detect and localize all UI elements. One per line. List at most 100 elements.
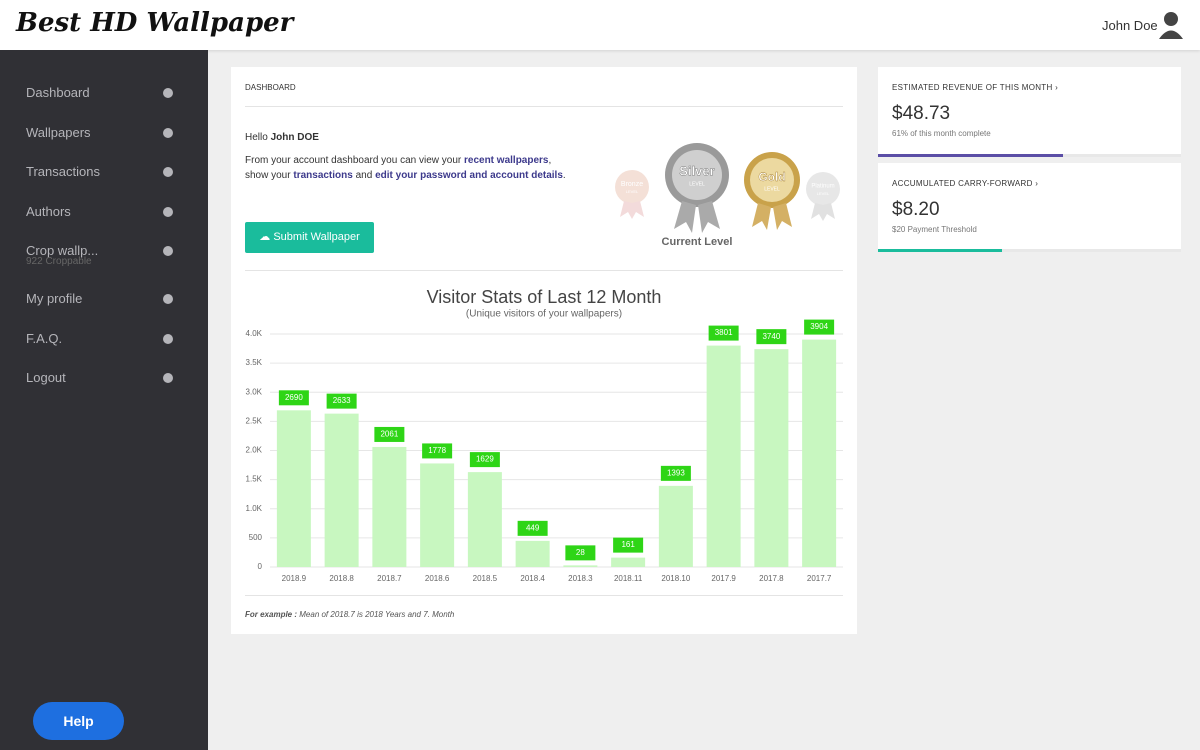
x-tick-label: 2018.7 bbox=[377, 574, 402, 583]
badge-sub: LEVEL bbox=[764, 186, 780, 192]
text: and bbox=[352, 170, 376, 181]
bar bbox=[611, 557, 646, 567]
link[interactable]: recent wallpapers bbox=[464, 155, 549, 166]
badge-name: Gold bbox=[758, 170, 785, 184]
badge-sub: LEVEL bbox=[817, 191, 830, 196]
text: From your account dashboard you can view… bbox=[245, 155, 464, 166]
bar bbox=[420, 463, 455, 567]
value-label-bg bbox=[326, 393, 357, 409]
value-label: 3801 bbox=[715, 328, 733, 337]
badge-name: Silver bbox=[679, 163, 714, 178]
divider bbox=[245, 595, 843, 596]
user-name: John DOE bbox=[270, 132, 319, 143]
x-tick-label: 2018.11 bbox=[614, 574, 643, 583]
card-value: $48.73 bbox=[892, 103, 951, 124]
nav-icon bbox=[163, 333, 173, 344]
progress-fill bbox=[878, 249, 1003, 252]
card-title[interactable]: ESTIMATED REVENUE OF THIS MONTH › bbox=[892, 83, 1059, 92]
x-tick-label: 2018.10 bbox=[661, 574, 690, 583]
value-label-bg bbox=[660, 465, 691, 481]
x-tick-label: 2018.3 bbox=[568, 574, 593, 583]
value-label-bg bbox=[469, 452, 500, 468]
greeting: Hello John DOE bbox=[245, 132, 319, 143]
user-name[interactable]: John Doe bbox=[1102, 18, 1158, 33]
y-tick-label: 3.0K bbox=[246, 387, 263, 396]
value-label: 2633 bbox=[333, 396, 351, 405]
submit-button[interactable]: ☁ Submit Wallpaper bbox=[245, 222, 374, 253]
help-label: Help bbox=[63, 713, 94, 729]
badge-name: Platinum bbox=[811, 184, 834, 190]
nav-icon bbox=[163, 127, 173, 138]
x-tick-label: 2018.6 bbox=[425, 574, 450, 583]
stat-card: ACCUMULATED CARRY-FORWARD › $8.20 $20 Paym… bbox=[878, 163, 1181, 252]
nav-item[interactable]: F.A.Q. bbox=[26, 330, 63, 346]
x-tick-label: 2017.7 bbox=[807, 574, 832, 583]
level-badges: Bronze LEVEL Silver LEVEL Current Level … bbox=[615, 143, 840, 248]
x-tick-label: 2017.9 bbox=[711, 574, 736, 583]
bar bbox=[467, 472, 502, 567]
value-label: 28 bbox=[576, 548, 585, 557]
value-label: 1629 bbox=[476, 455, 494, 464]
help-button[interactable]: Help bbox=[33, 702, 124, 740]
bar bbox=[754, 349, 789, 567]
value-label: 3904 bbox=[810, 322, 828, 331]
card-note: 61% of this month complete bbox=[892, 129, 991, 138]
bar bbox=[563, 565, 598, 567]
user-avatar[interactable] bbox=[1158, 10, 1184, 40]
bar bbox=[515, 540, 550, 567]
nav-icon bbox=[163, 206, 173, 217]
x-tick-label: 2018.8 bbox=[329, 574, 354, 583]
nav-item[interactable]: Transactions bbox=[26, 164, 100, 179]
badge-name: Bronze bbox=[621, 181, 643, 188]
value-label-bg bbox=[804, 319, 835, 335]
current-level: Current Level bbox=[662, 236, 733, 248]
x-tick-label: 2018.5 bbox=[473, 574, 498, 583]
value-label: 161 bbox=[621, 540, 635, 549]
nav-sublabel: 922 Croppable bbox=[26, 256, 92, 267]
progress-fill bbox=[878, 154, 1063, 157]
progress-track bbox=[878, 154, 1181, 157]
link[interactable]: edit your password and account details bbox=[375, 170, 563, 181]
value-label-bg bbox=[756, 329, 787, 345]
y-tick-label: 4.0K bbox=[246, 329, 263, 338]
nav-item[interactable]: Logout bbox=[26, 370, 66, 385]
nav-icon bbox=[163, 88, 173, 98]
y-tick-label: 3.5K bbox=[246, 358, 263, 367]
footnote: For example : Mean of 2018.7 is 2018 Yea… bbox=[245, 610, 454, 619]
divider bbox=[245, 270, 843, 271]
logo[interactable]: Best HD Wallpaper bbox=[16, 8, 294, 38]
text: , show your bbox=[245, 155, 552, 181]
nav-item[interactable]: Crop wallp... bbox=[26, 243, 99, 258]
badge-sub: LEVEL bbox=[626, 189, 639, 194]
y-tick-label: 2.5K bbox=[246, 416, 263, 425]
y-tick-label: 1.0K bbox=[246, 504, 263, 513]
greeting-text: Hello bbox=[245, 132, 268, 143]
nav-item[interactable]: Authors bbox=[26, 203, 71, 219]
stat-card: ESTIMATED REVENUE OF THIS MONTH › $48.73 6… bbox=[878, 67, 1181, 157]
sidebar: Dashboard Wallpapers Transactions Authors Cr… bbox=[0, 50, 208, 750]
value-label: 2690 bbox=[285, 393, 303, 402]
value-label-bg bbox=[613, 537, 644, 553]
value-label-bg bbox=[278, 390, 309, 406]
nav-icon bbox=[163, 373, 173, 383]
link[interactable]: transactions bbox=[293, 170, 353, 181]
nav-icon bbox=[163, 294, 173, 304]
nav-item[interactable]: My profile bbox=[26, 291, 83, 306]
button-label: Submit Wallpaper bbox=[273, 231, 360, 243]
value-label-bg bbox=[374, 426, 405, 442]
value-label-bg bbox=[708, 325, 739, 341]
value-label-bg bbox=[517, 520, 548, 536]
panel-title: DASHBOARD bbox=[245, 83, 296, 92]
nav-item[interactable]: Wallpapers bbox=[26, 124, 91, 140]
intro-text: From your account dashboard you can view… bbox=[245, 153, 575, 183]
card-title[interactable]: ACCUMULATED CARRY-FORWARD › bbox=[892, 179, 1039, 188]
value-label: 2061 bbox=[380, 430, 398, 439]
card-note: $20 Payment Threshold bbox=[892, 225, 977, 234]
y-tick-label: 0 bbox=[258, 562, 263, 571]
nav-item[interactable]: Dashboard bbox=[26, 85, 90, 100]
footnote-text: Mean of 2018.7 is 2018 Years and 7. Mont… bbox=[299, 610, 455, 619]
bar bbox=[658, 485, 693, 567]
value-label-bg bbox=[422, 443, 453, 459]
bar bbox=[802, 339, 837, 567]
value-label: 1393 bbox=[667, 468, 685, 477]
